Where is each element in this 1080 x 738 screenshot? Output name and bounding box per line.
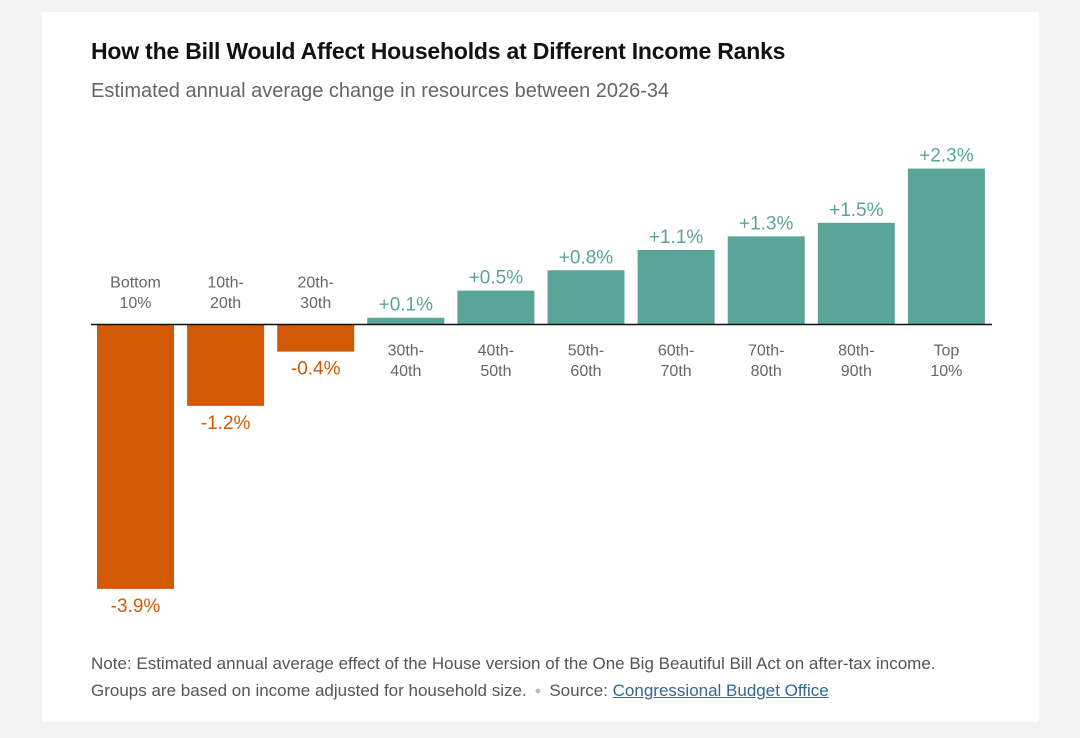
category-label: 10% xyxy=(930,363,962,380)
value-label: -3.9% xyxy=(111,596,161,617)
value-label: +0.1% xyxy=(379,295,434,316)
value-label: +1.1% xyxy=(649,227,704,248)
category-label: 80th- xyxy=(838,343,874,360)
category-label: 30th xyxy=(300,295,331,312)
bar xyxy=(457,290,535,325)
value-label: -0.4% xyxy=(291,359,341,380)
bar xyxy=(277,324,355,352)
bar xyxy=(907,168,985,325)
category-label: 60th xyxy=(570,363,601,380)
bar xyxy=(817,222,895,325)
category-label: 20th- xyxy=(297,275,333,292)
value-label: +1.5% xyxy=(829,200,884,221)
category-label: Top xyxy=(934,343,960,360)
chart-subtitle: Estimated annual average change in resou… xyxy=(91,80,670,102)
category-label: 50th- xyxy=(568,343,604,360)
bar xyxy=(187,324,265,406)
value-label: +0.5% xyxy=(469,268,524,289)
category-label: 10% xyxy=(119,295,151,312)
bar xyxy=(547,270,625,325)
category-label: 60th- xyxy=(658,343,694,360)
category-label: 80th xyxy=(751,363,782,380)
chart-title: How the Bill Would Affect Households at … xyxy=(91,38,786,64)
category-label: 30th- xyxy=(388,343,424,360)
separator-dot: ● xyxy=(534,685,542,697)
source-link[interactable]: Congressional Budget Office xyxy=(612,681,829,700)
source-label: Source: xyxy=(549,681,608,700)
bar xyxy=(727,236,805,325)
bar xyxy=(637,249,715,325)
note-text: Note: Estimated annual average effect of… xyxy=(91,654,936,700)
value-label: +2.3% xyxy=(919,146,974,167)
value-label: +1.3% xyxy=(739,213,794,234)
category-label: 20th xyxy=(210,295,241,312)
bar xyxy=(97,324,174,589)
category-label: 40th- xyxy=(478,343,514,360)
category-label: Bottom xyxy=(110,275,161,292)
bar xyxy=(367,317,445,325)
chart-note: Note: Estimated annual average effect of… xyxy=(91,650,991,705)
category-label: 40th xyxy=(390,363,421,380)
category-label: 90th xyxy=(841,363,872,380)
category-label: 50th xyxy=(480,363,511,380)
category-label: 10th- xyxy=(207,275,243,292)
value-label: -1.2% xyxy=(201,413,251,434)
category-label: 70th- xyxy=(748,343,784,360)
value-label: +0.8% xyxy=(559,247,614,268)
category-label: 70th xyxy=(661,363,692,380)
